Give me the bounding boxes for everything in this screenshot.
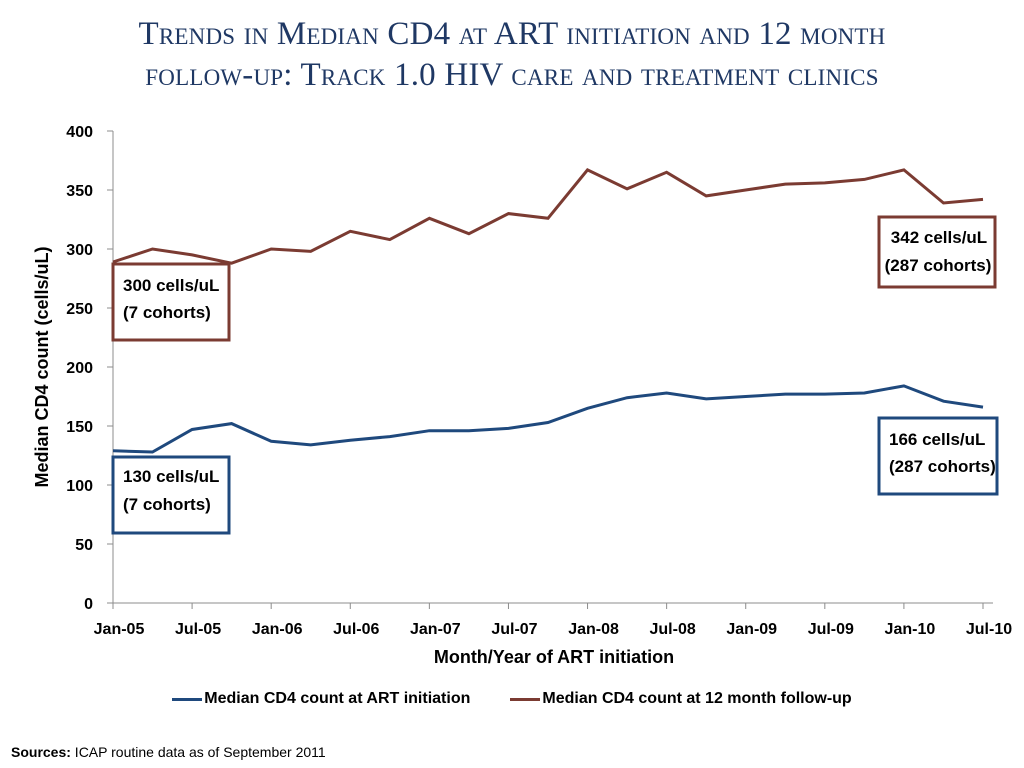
x-tick-label: Jan-06 (252, 621, 303, 638)
annotation-cohorts: (287 cohorts) (885, 256, 992, 275)
annotation-box (877, 416, 999, 496)
series-line-followup (112, 168, 984, 265)
annotation-cohorts: (7 cohorts) (123, 495, 211, 514)
legend-label-initiation: Median CD4 count at ART initiation (204, 690, 471, 707)
x-tick-label: Jan-08 (568, 621, 619, 638)
series-group (112, 168, 984, 454)
axes: 0 50 100 150 200 250 300 350 400 Jan-05 Jul-05 Jan-… (66, 124, 1012, 638)
y-tick-label: 150 (66, 419, 93, 436)
x-tick-label: Jan-05 (94, 621, 145, 638)
annotation-value: 342 cells/uL (891, 228, 987, 247)
x-tick-label: Jan-09 (726, 621, 777, 638)
annotation-value: 166 cells/uL (889, 430, 985, 449)
x-tick-label: Jan-07 (410, 621, 461, 638)
y-axis-title: Median CD4 count (cells/uL) (32, 246, 52, 487)
annotations: 300 cells/uL (7 cohorts) 342 cells/uL (287 … (111, 215, 999, 535)
sources-label: Sources: (11, 744, 71, 760)
annotation-initiation-end: 166 cells/uL (287 cohorts) (877, 416, 999, 496)
x-tick-label: Jul-10 (966, 621, 1012, 638)
legend-item-followup: Median CD4 count at 12 month follow-up (510, 690, 852, 708)
y-tick-label: 200 (66, 360, 93, 377)
y-tick-label: 50 (75, 537, 93, 554)
legend-swatch-followup (510, 697, 541, 701)
x-axis-title: Month/Year of ART initiation (434, 647, 674, 667)
legend-item-initiation: Median CD4 count at ART initiation (172, 690, 470, 708)
title-line-1: Trends in Median CD4 at ART initiation a… (138, 16, 886, 52)
y-tick-label: 400 (66, 124, 93, 141)
annotation-box (111, 262, 231, 342)
x-tick-label: Jul-06 (333, 621, 379, 638)
annotation-initiation-start: 130 cells/uL (7 cohorts) (111, 455, 231, 535)
y-tick-label: 250 (66, 301, 93, 318)
x-tick-label: Jul-05 (175, 621, 221, 638)
x-tick-label: Jul-09 (808, 621, 854, 638)
sources-note: Sources: ICAP routine data as of Septemb… (11, 744, 326, 760)
annotation-box (877, 215, 997, 289)
annotation-value: 130 cells/uL (123, 467, 219, 486)
annotation-box (111, 455, 231, 535)
legend-swatch-initiation (172, 697, 203, 701)
sources-text: ICAP routine data as of September 2011 (70, 744, 326, 760)
x-tick-label: Jul-08 (650, 621, 696, 638)
annotation-cohorts: (7 cohorts) (123, 303, 211, 322)
annotation-value: 300 cells/uL (123, 276, 219, 295)
y-tick-label: 300 (66, 242, 93, 259)
legend: Median CD4 count at ART initiation Media… (0, 690, 1024, 708)
annotation-followup-end: 342 cells/uL (287 cohorts) (877, 215, 997, 289)
slide-title: Trends in Median CD4 at ART initiation a… (0, 14, 1024, 96)
y-tick-label: 0 (84, 596, 93, 613)
title-line-2: follow-up: Track 1.0 HIV care and treatm… (145, 57, 879, 93)
y-tick-label: 100 (66, 478, 93, 495)
y-tick-label: 350 (66, 183, 93, 200)
series-line-initiation (112, 384, 984, 454)
x-tick-label: Jul-07 (491, 621, 537, 638)
legend-label-followup: Median CD4 count at 12 month follow-up (542, 690, 852, 707)
annotation-cohorts: (287 cohorts) (889, 457, 996, 476)
annotation-followup-start: 300 cells/uL (7 cohorts) (111, 262, 231, 342)
x-tick-label: Jan-10 (885, 621, 936, 638)
